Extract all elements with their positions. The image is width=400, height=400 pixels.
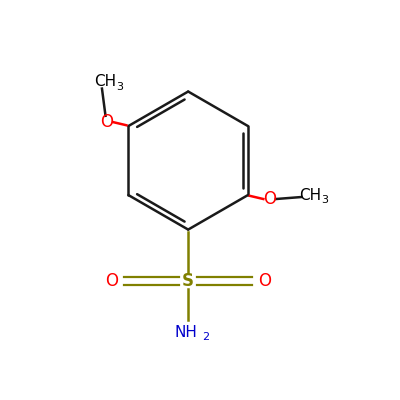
Text: S: S [182,272,194,290]
Text: CH: CH [299,188,321,202]
Text: O: O [258,272,272,290]
Text: O: O [100,113,113,131]
Text: O: O [105,272,118,290]
Text: CH: CH [94,74,116,89]
Text: 3: 3 [116,82,123,92]
Text: NH: NH [175,325,198,340]
Text: 2: 2 [202,332,209,342]
Text: O: O [263,190,276,208]
Text: 3: 3 [321,195,328,205]
